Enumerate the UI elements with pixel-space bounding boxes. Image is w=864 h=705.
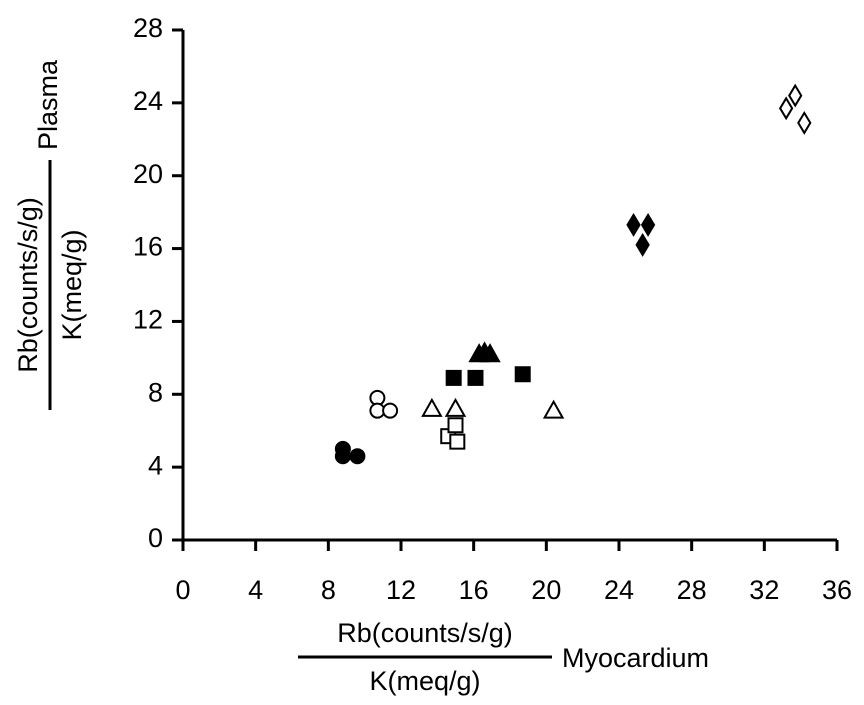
point (444, 397, 467, 417)
point (778, 96, 794, 121)
point (449, 433, 466, 450)
y-tick-label: 24 (133, 86, 163, 116)
y-tick-label: 4 (148, 450, 163, 480)
x-tick-label: 0 (175, 575, 190, 605)
point (467, 369, 484, 386)
x-tick-label: 24 (604, 575, 634, 605)
point (447, 417, 464, 434)
point (797, 110, 812, 135)
point (640, 212, 656, 237)
point (635, 232, 650, 257)
y-tick-label: 28 (133, 13, 163, 43)
point (382, 402, 399, 419)
point (334, 448, 351, 465)
point (542, 399, 565, 419)
x-tick-label: 16 (459, 575, 489, 605)
point (514, 366, 531, 383)
y-tick-label: 16 (133, 232, 163, 262)
x-tick-label: 8 (321, 575, 336, 605)
x-tick-label: 12 (386, 575, 416, 605)
y-tick-label: 8 (148, 377, 163, 407)
y-axis-label: Rb(counts/s/g) K(meq/g) Plasma (13, 59, 87, 410)
point (421, 397, 443, 417)
y-label-numerator: Rb(counts/s/g) (13, 197, 43, 373)
x-label-numerator: Rb(counts/s/g) (337, 618, 513, 648)
y-label-denominator: K(meq/g) (57, 229, 87, 340)
x-tick-label: 32 (749, 575, 779, 605)
point (349, 448, 366, 465)
y-tick-label: 12 (133, 305, 163, 335)
x-tick-label: 20 (531, 575, 561, 605)
x-tick-label: 4 (248, 575, 263, 605)
point (788, 83, 803, 108)
point (626, 212, 641, 237)
point (479, 343, 501, 363)
x-label-suffix: Myocardium (562, 643, 709, 673)
x-tick-label: 36 (822, 575, 852, 605)
x-axis-label: Rb(counts/s/g) K(meq/g) Myocardium (298, 618, 709, 696)
x-label-denominator: K(meq/g) (369, 666, 480, 696)
y-tick-label: 0 (148, 523, 163, 553)
y-tick-label: 20 (133, 159, 163, 189)
y-label-suffix: Plasma (33, 59, 63, 150)
x-tick-label: 28 (677, 575, 707, 605)
point (445, 369, 462, 386)
